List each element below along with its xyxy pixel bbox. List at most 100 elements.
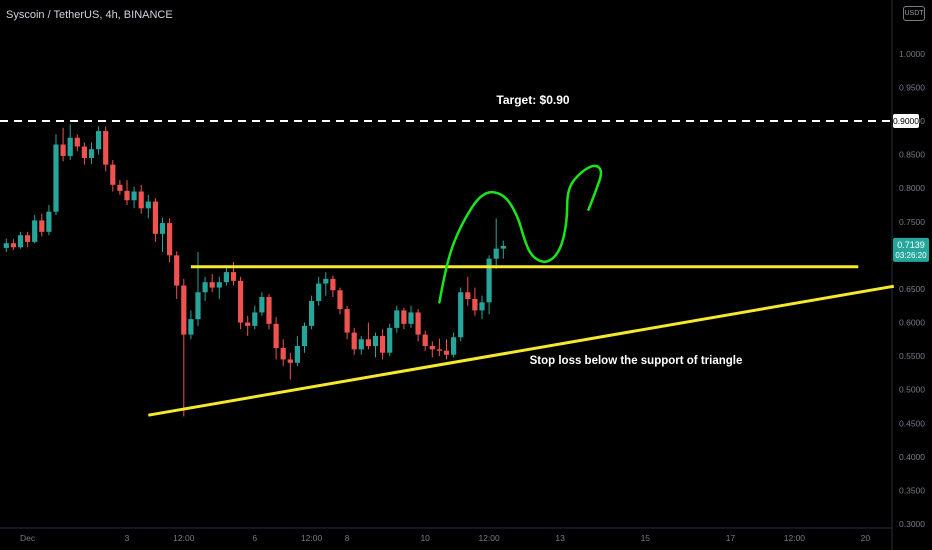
- price-tick-label: 1.0000: [899, 49, 925, 59]
- candle-up: [216, 282, 222, 288]
- candle-down: [152, 201, 158, 234]
- candle-down: [443, 350, 450, 355]
- time-tick-label: 10: [420, 533, 430, 543]
- price-tick-label: 0.3000: [899, 519, 925, 529]
- candle-down: [401, 310, 407, 324]
- candle-up: [500, 245, 506, 249]
- support-line: [148, 284, 895, 417]
- candle-down: [181, 285, 187, 335]
- candle-down: [280, 348, 286, 360]
- candle-up: [387, 327, 393, 353]
- candle-up: [493, 248, 499, 259]
- time-tick-label: Dec: [20, 533, 36, 543]
- price-tick-label: 0.7500: [899, 217, 925, 227]
- stoploss-label: Stop loss below the support of triangle: [530, 355, 743, 367]
- candle-down: [138, 191, 144, 209]
- candle-down: [422, 334, 428, 347]
- candle-down: [39, 220, 45, 232]
- currency-badge[interactable]: USDT: [903, 6, 925, 21]
- candle-up: [32, 220, 38, 242]
- candle-down: [266, 296, 272, 324]
- time-tick-label: 12:00: [173, 533, 195, 543]
- time-tick-label: 3: [125, 533, 130, 543]
- candle-down: [74, 137, 80, 147]
- target-label: Target: $0.90: [496, 93, 569, 107]
- candle-up: [96, 131, 102, 150]
- candle-up: [17, 235, 24, 248]
- candle-down: [103, 131, 109, 165]
- target-price-label: 0.9000: [893, 116, 919, 126]
- current-price-label: 0.7139: [897, 240, 925, 250]
- candle-up: [88, 149, 95, 158]
- candle-down: [429, 346, 435, 350]
- price-tick-label: 0.4500: [899, 418, 925, 428]
- candle-up: [53, 144, 59, 212]
- projection-path: [438, 164, 603, 304]
- candle-down: [273, 323, 279, 349]
- symbol-title: Syscoin / TetherUS, 4h, BINANCE: [6, 9, 173, 21]
- candle-down: [117, 184, 123, 191]
- candle-up: [46, 211, 52, 232]
- time-tick-label: 15: [641, 533, 651, 543]
- candle-down: [344, 309, 350, 333]
- candle-up: [301, 325, 308, 347]
- candle-up: [188, 319, 194, 335]
- candle-up: [294, 346, 300, 363]
- price-tick-label: 0.8500: [899, 150, 925, 160]
- candle-up: [394, 310, 400, 328]
- candle-down: [365, 339, 371, 347]
- candle-up: [451, 337, 457, 355]
- candle-down: [167, 223, 173, 256]
- candle-up: [131, 191, 137, 201]
- candle-down: [337, 290, 343, 310]
- candle-down: [415, 312, 421, 335]
- candle-down: [81, 146, 87, 158]
- candle-up: [202, 282, 208, 293]
- time-tick-label: 17: [726, 533, 736, 543]
- candle-up: [486, 258, 492, 303]
- candle-down: [465, 292, 471, 299]
- candle-down: [245, 322, 251, 326]
- time-tick-label: 12:00: [301, 533, 323, 543]
- time-tick-label: 20: [861, 533, 871, 543]
- price-tick-label: 0.5000: [899, 385, 925, 395]
- candle-up: [159, 223, 166, 234]
- candle-up: [252, 312, 258, 326]
- candle-up: [195, 292, 201, 320]
- candle-up: [309, 301, 315, 326]
- candle-down: [209, 282, 215, 288]
- bar-countdown-label: 03:26:20: [895, 251, 927, 260]
- candle-up: [223, 272, 229, 283]
- candle-down: [380, 335, 386, 353]
- candle-down: [472, 298, 478, 311]
- candle-up: [3, 243, 9, 248]
- time-tick-label: 12:00: [478, 533, 500, 543]
- candle-down: [110, 164, 116, 185]
- candle-down: [10, 243, 16, 248]
- candle-up: [145, 201, 151, 209]
- time-tick-label: 8: [345, 533, 350, 543]
- price-tick-label: 0.9500: [899, 82, 925, 92]
- candle-up: [316, 283, 322, 302]
- candle-up: [479, 302, 485, 311]
- price-tick-label: 0.6000: [899, 318, 925, 328]
- time-tick-label: 13: [555, 533, 565, 543]
- candle-up: [323, 278, 329, 284]
- candle-down: [60, 144, 66, 156]
- candle-up: [358, 339, 364, 350]
- candle-up: [458, 292, 464, 338]
- price-tick-label: 0.5500: [899, 351, 925, 361]
- price-tick-label: 0.3500: [899, 485, 925, 495]
- price-tick-label: 0.6500: [899, 284, 925, 294]
- candle-down: [230, 272, 237, 281]
- price-tick-label: 0.4000: [899, 452, 925, 462]
- price-tick-label: 0.8000: [899, 183, 925, 193]
- candle-up: [67, 137, 73, 156]
- time-tick-label: 12:00: [784, 533, 806, 543]
- candle-down: [25, 235, 31, 242]
- candle-up: [372, 335, 379, 347]
- candle-down: [351, 332, 357, 350]
- candle-down: [238, 280, 244, 323]
